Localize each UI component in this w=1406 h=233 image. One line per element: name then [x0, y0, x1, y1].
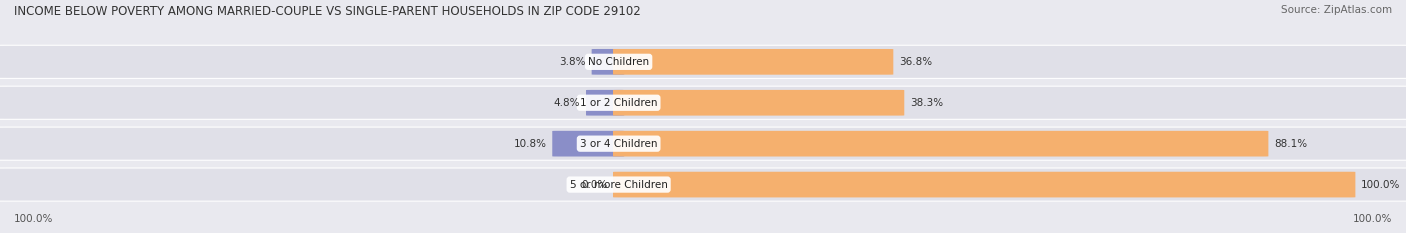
Text: 100.0%: 100.0%: [1353, 214, 1392, 224]
FancyBboxPatch shape: [553, 131, 624, 157]
Text: 36.8%: 36.8%: [898, 57, 932, 67]
Text: 100.0%: 100.0%: [14, 214, 53, 224]
FancyBboxPatch shape: [613, 49, 893, 75]
FancyBboxPatch shape: [0, 168, 1406, 201]
Text: No Children: No Children: [588, 57, 650, 67]
Text: 10.8%: 10.8%: [513, 139, 547, 149]
FancyBboxPatch shape: [0, 86, 1406, 119]
Text: Source: ZipAtlas.com: Source: ZipAtlas.com: [1281, 5, 1392, 15]
Text: 100.0%: 100.0%: [1361, 180, 1400, 190]
FancyBboxPatch shape: [586, 90, 624, 116]
FancyBboxPatch shape: [592, 49, 624, 75]
Text: 3.8%: 3.8%: [560, 57, 586, 67]
Text: 0.0%: 0.0%: [581, 180, 607, 190]
FancyBboxPatch shape: [613, 90, 904, 116]
FancyBboxPatch shape: [0, 127, 1406, 160]
Text: 38.3%: 38.3%: [910, 98, 943, 108]
Text: INCOME BELOW POVERTY AMONG MARRIED-COUPLE VS SINGLE-PARENT HOUSEHOLDS IN ZIP COD: INCOME BELOW POVERTY AMONG MARRIED-COUPL…: [14, 5, 641, 18]
Text: 4.8%: 4.8%: [554, 98, 581, 108]
FancyBboxPatch shape: [613, 172, 1355, 197]
FancyBboxPatch shape: [0, 45, 1406, 78]
Text: 5 or more Children: 5 or more Children: [569, 180, 668, 190]
Text: 3 or 4 Children: 3 or 4 Children: [579, 139, 658, 149]
Text: 1 or 2 Children: 1 or 2 Children: [579, 98, 658, 108]
FancyBboxPatch shape: [613, 131, 1268, 157]
Text: 88.1%: 88.1%: [1274, 139, 1308, 149]
